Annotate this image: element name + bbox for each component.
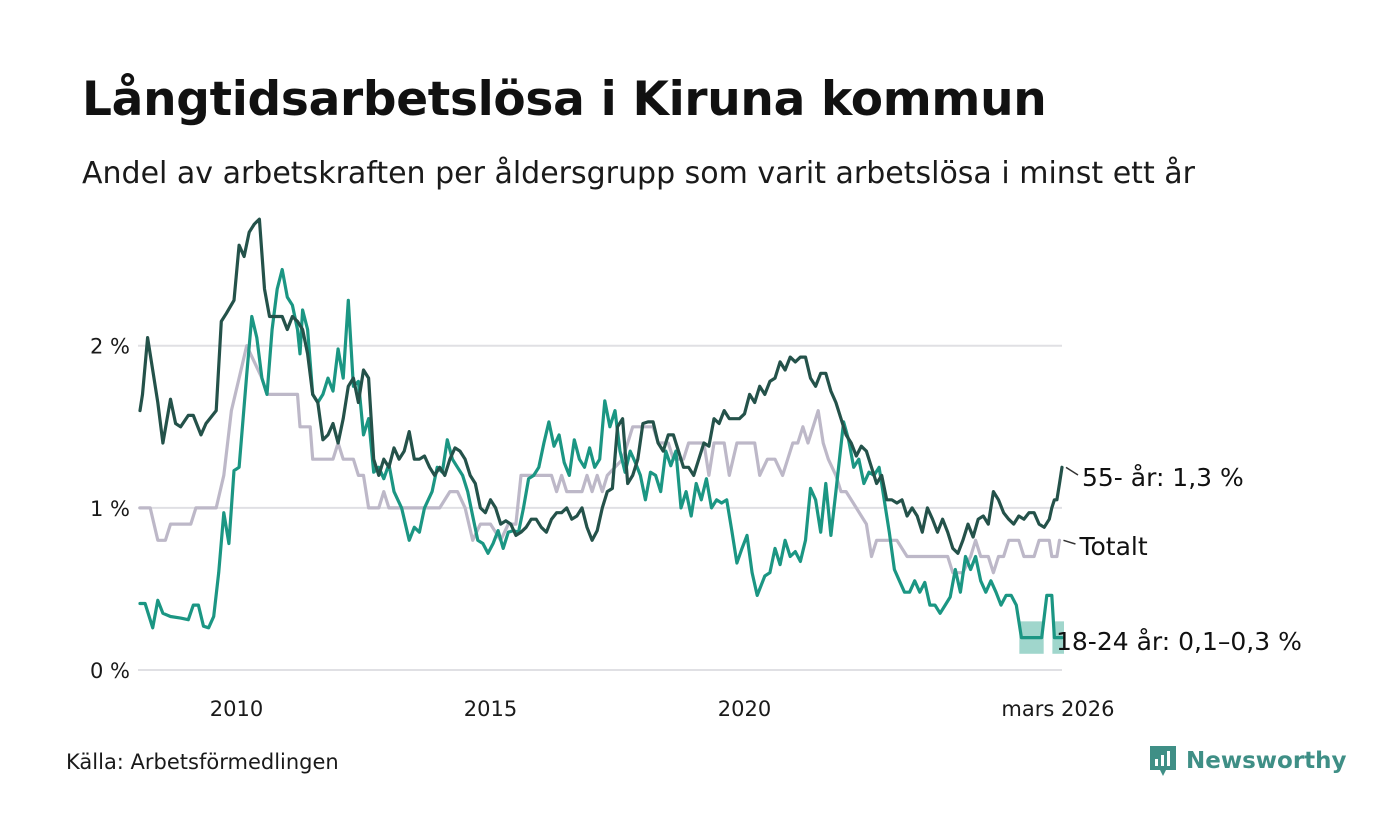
- series-label-total: Totalt: [1078, 532, 1147, 561]
- brand-name: Newsworthy: [1186, 748, 1347, 774]
- page-subtitle: Andel av arbetskraften per åldersgrupp s…: [82, 156, 1195, 191]
- x-tick-label: 2010: [210, 697, 263, 721]
- x-tick-label: mars 2026: [1001, 697, 1114, 721]
- x-tick-label: 2020: [718, 697, 771, 721]
- y-tick-label: 0 %: [90, 659, 130, 683]
- x-tick-label: 2015: [464, 697, 517, 721]
- series-labels: Totalt 18-24 år: 0,1–0,3 % 55- år: 1,3 %: [1056, 463, 1302, 656]
- brand-logo: Newsworthy: [1148, 744, 1347, 778]
- y-tick-label: 1 %: [90, 497, 130, 521]
- series-line-age18_24: [138, 267, 1064, 640]
- y-axis-ticks: 0 % 1 % 2 %: [90, 335, 130, 683]
- series-line-age55: [138, 217, 1064, 555]
- label-connector: [1065, 466, 1079, 476]
- series-label-age18_24: 18-24 år: 0,1–0,3 %: [1056, 627, 1302, 656]
- page-title: Långtidsarbetslösa i Kiruna kommun: [82, 72, 1047, 127]
- series-lines: [138, 217, 1064, 640]
- gridlines: [138, 344, 1062, 671]
- series-label-age55: 55- år: 1,3 %: [1082, 463, 1244, 492]
- y-tick-label: 2 %: [90, 335, 130, 359]
- label-connector: [1063, 539, 1076, 545]
- x-axis-ticks: 2010 2015 2020 mars 2026: [210, 697, 1115, 721]
- newsworthy-logo-icon: [1150, 746, 1176, 776]
- source-note: Källa: Arbetsförmedlingen: [66, 750, 339, 774]
